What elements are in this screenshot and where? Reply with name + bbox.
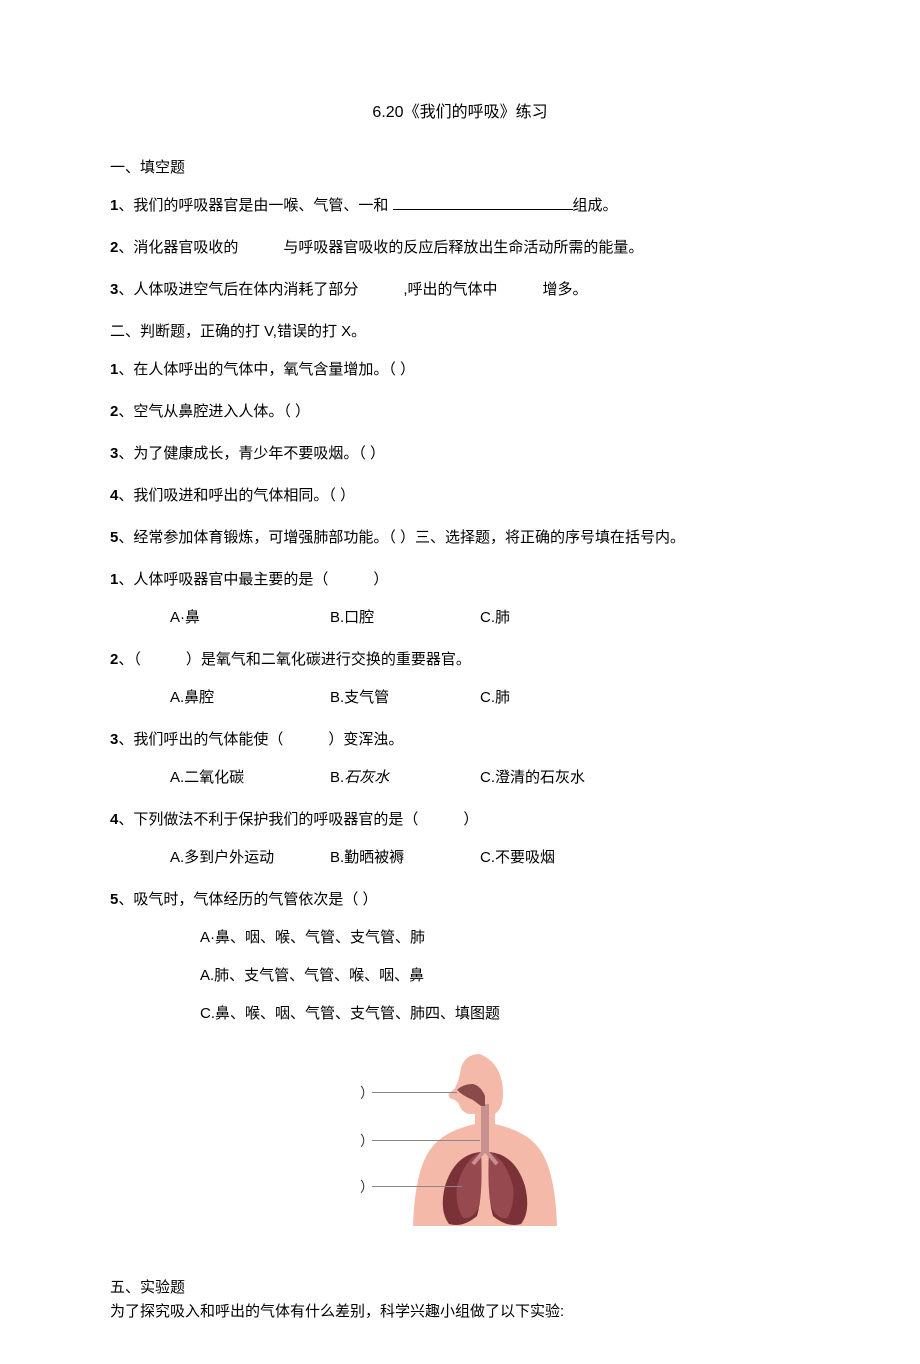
- q-text-a: 、我们的呼吸器官是由一喉、气管、一和: [118, 197, 392, 214]
- s2-q5: 5、经常参加体育锻炼，可增强肺部功能。（ ）三、选择题，将正确的序号填在括号内。: [110, 526, 810, 550]
- blank-line: [393, 195, 573, 210]
- option-line-b: A.肺、支气管、气管、喉、咽、鼻: [200, 964, 810, 988]
- diagram-label-3: ）: [360, 1176, 374, 1198]
- diagram-label-1: ）: [360, 1082, 374, 1104]
- q-text: 、经常参加体育锻炼，可增强肺部功能。（ ）三、选择题，将正确的序号填在括号内。: [118, 529, 685, 546]
- s2-q4: 4、我们吸进和呼出的气体相同。（ ）: [110, 484, 810, 508]
- s3-q4: 4、下列做法不利于保护我们的呼吸器官的是（ ） A.多到户外运动 B.勤晒被褥 …: [110, 808, 810, 870]
- option-b: B.石灰水: [330, 766, 480, 790]
- q-text: 、在人体呼出的气体中，氧气含量增加。（ ）: [118, 361, 415, 378]
- s3-q3: 3、我们呼出的气体能使（ ）变浑浊。 A.二氧化碳 B.石灰水 C.澄清的石灰水: [110, 728, 810, 790]
- option-line-a: A·鼻、咽、喉、气管、支气管、肺: [200, 926, 810, 950]
- options-row: A.多到户外运动 B.勤晒被褥 C.不要吸烟: [170, 846, 810, 870]
- option-a: A·鼻: [170, 606, 330, 630]
- options-row: A·鼻 B.口腔 C.肺: [170, 606, 810, 630]
- diagram-line-2: [372, 1140, 480, 1141]
- s3-q2: 2、（ ）是氧气和二氧化碳进行交换的重要器官。 A.鼻腔 B.支气管 C.肺: [110, 648, 810, 710]
- diagram-label-2: ）: [360, 1130, 374, 1152]
- option-c: C.不要吸烟: [480, 846, 660, 870]
- q-text: 、人体呼吸器官中最主要的是（ ）: [118, 571, 388, 588]
- q-text: 、吸气时，气体经历的气管依次是（ ）: [118, 891, 377, 908]
- s1-q3: 3、人体吸进空气后在体内消耗了部分 ,呼出的气体中 增多。: [110, 278, 810, 302]
- option-b-italic: 石灰水: [344, 769, 389, 786]
- diagram-container: ） ） ）: [110, 1046, 810, 1246]
- option-b-prefix: B.: [330, 769, 344, 786]
- q-text: 、为了健康成长，青少年不要吸烟。（ ）: [118, 445, 385, 462]
- s2-header-text: 二、判断题，正确的打 V,错误的打 X。: [110, 323, 366, 340]
- option-a: A.鼻腔: [170, 686, 330, 710]
- options-row: A.鼻腔 B.支气管 C.肺: [170, 686, 810, 710]
- body-svg: [385, 1046, 585, 1246]
- diagram-line-3: [372, 1186, 462, 1187]
- s1-q2: 2、消化器官吸收的 与呼吸器官吸收的反应后释放出生命活动所需的能量。: [110, 236, 810, 260]
- s3-q5: 5、吸气时，气体经历的气管依次是（ ） A·鼻、咽、喉、气管、支气管、肺 A.肺…: [110, 888, 810, 1026]
- q-text: 、我们吸进和呼出的气体相同。（ ）: [118, 487, 355, 504]
- option-c: C.肺: [480, 686, 660, 710]
- s1-q1: 1、我们的呼吸器官是由一喉、气管、一和 组成。: [110, 194, 810, 218]
- q-text-b: 组成。: [573, 197, 618, 214]
- q-text: 、我们呼出的气体能使（ ）变浑浊。: [118, 731, 403, 748]
- section5-header: 五、实验题: [110, 1276, 810, 1300]
- section5: 五、实验题 为了探究吸入和呼出的气体有什么差别，科学兴趣小组做了以下实验:: [110, 1276, 810, 1324]
- section5-text: 为了探究吸入和呼出的气体有什么差别，科学兴趣小组做了以下实验:: [110, 1300, 810, 1324]
- option-b: B.勤晒被褥: [330, 846, 480, 870]
- option-a: A.二氧化碳: [170, 766, 330, 790]
- q-text: 、消化器官吸收的 与呼吸器官吸收的反应后释放出生命活动所需的能量。: [118, 239, 643, 256]
- document-title: 6.20《我们的呼吸》练习: [110, 100, 810, 126]
- options-row: A.二氧化碳 B.石灰水 C.澄清的石灰水: [170, 766, 810, 790]
- s3-q1: 1、人体呼吸器官中最主要的是（ ） A·鼻 B.口腔 C.肺: [110, 568, 810, 630]
- section1-header: 一、填空题: [110, 156, 810, 180]
- q-text: 、人体吸进空气后在体内消耗了部分 ,呼出的气体中 增多。: [118, 281, 587, 298]
- s2-q1: 1、在人体呼出的气体中，氧气含量增加。（ ）: [110, 358, 810, 382]
- section2-header: 二、判断题，正确的打 V,错误的打 X。: [110, 320, 810, 344]
- q-text: 、空气从鼻腔进入人体。（ ）: [118, 403, 310, 420]
- respiratory-diagram: ） ） ）: [330, 1046, 590, 1246]
- option-line-c: C.鼻、喉、咽、气管、支气管、肺四、填图题: [200, 1002, 810, 1026]
- option-c: C.澄清的石灰水: [480, 766, 660, 790]
- diagram-line-1: [372, 1092, 457, 1093]
- s2-q3: 3、为了健康成长，青少年不要吸烟。（ ）: [110, 442, 810, 466]
- s2-q2: 2、空气从鼻腔进入人体。（ ）: [110, 400, 810, 424]
- q-text: 、（ ）是氧气和二氧化碳进行交换的重要器官。: [118, 651, 471, 668]
- option-b: B.口腔: [330, 606, 480, 630]
- option-c: C.肺: [480, 606, 660, 630]
- option-b: B.支气管: [330, 686, 480, 710]
- q-text: 、下列做法不利于保护我们的呼吸器官的是（ ）: [118, 811, 478, 828]
- option-a: A.多到户外运动: [170, 846, 330, 870]
